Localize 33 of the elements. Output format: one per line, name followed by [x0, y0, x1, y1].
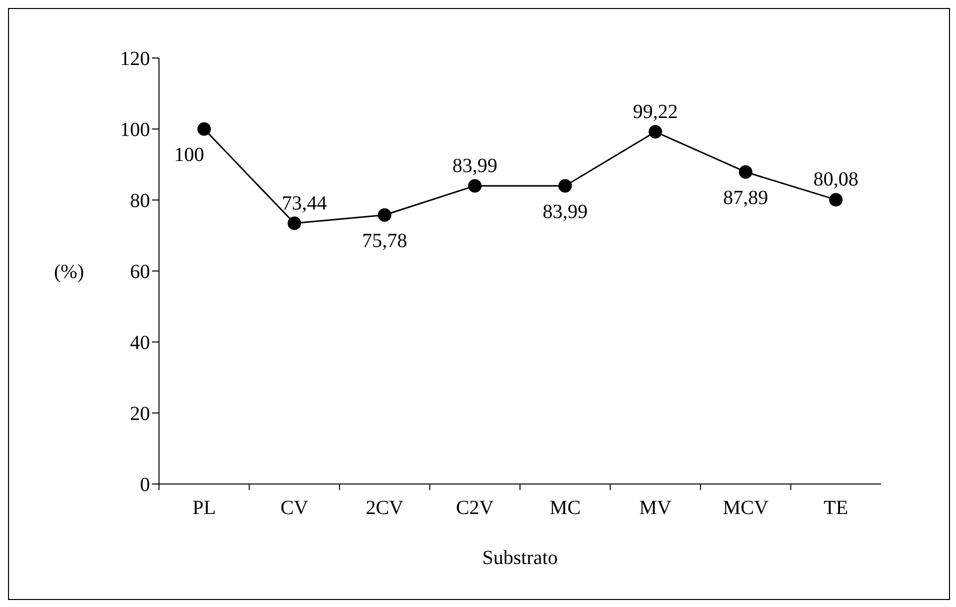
data-label: 83,99 — [452, 154, 498, 177]
point — [288, 216, 302, 230]
x-tick-label: C2V — [456, 497, 494, 519]
data-label: 83,99 — [542, 200, 588, 223]
data-label: 75,78 — [362, 230, 408, 252]
point — [829, 192, 843, 206]
point — [558, 179, 572, 193]
x-tick-label: PL — [192, 497, 216, 519]
data-label: 73,44 — [282, 192, 327, 214]
x-tick-label: CV — [280, 497, 309, 519]
data-label: 80,08 — [813, 168, 858, 191]
y-tick-label: 40 — [130, 332, 150, 354]
point — [197, 122, 211, 136]
x-tick-label: MC — [550, 497, 581, 519]
y-axis-title: (%) — [54, 261, 84, 284]
point — [378, 208, 392, 222]
y-tick-label: 20 — [130, 403, 150, 426]
y-tick-label: 80 — [130, 190, 150, 212]
y-tick-label: 60 — [130, 261, 150, 284]
point — [468, 179, 482, 193]
y-tick-label: 120 — [120, 48, 150, 70]
x-axis-title: Substrato — [482, 547, 558, 569]
x-tick-label: MV — [639, 497, 672, 519]
data-label: 100 — [174, 144, 204, 166]
data-label: 99,22 — [632, 100, 678, 123]
y-tick-label: 0 — [140, 474, 150, 496]
x-tick-label: MCV — [722, 497, 769, 519]
point — [648, 125, 662, 139]
y-tick-label: 100 — [120, 119, 150, 142]
point — [738, 165, 752, 179]
x-tick-label: TE — [824, 497, 848, 519]
x-tick-label: 2CV — [366, 497, 404, 519]
data-label: 87,89 — [723, 186, 768, 209]
